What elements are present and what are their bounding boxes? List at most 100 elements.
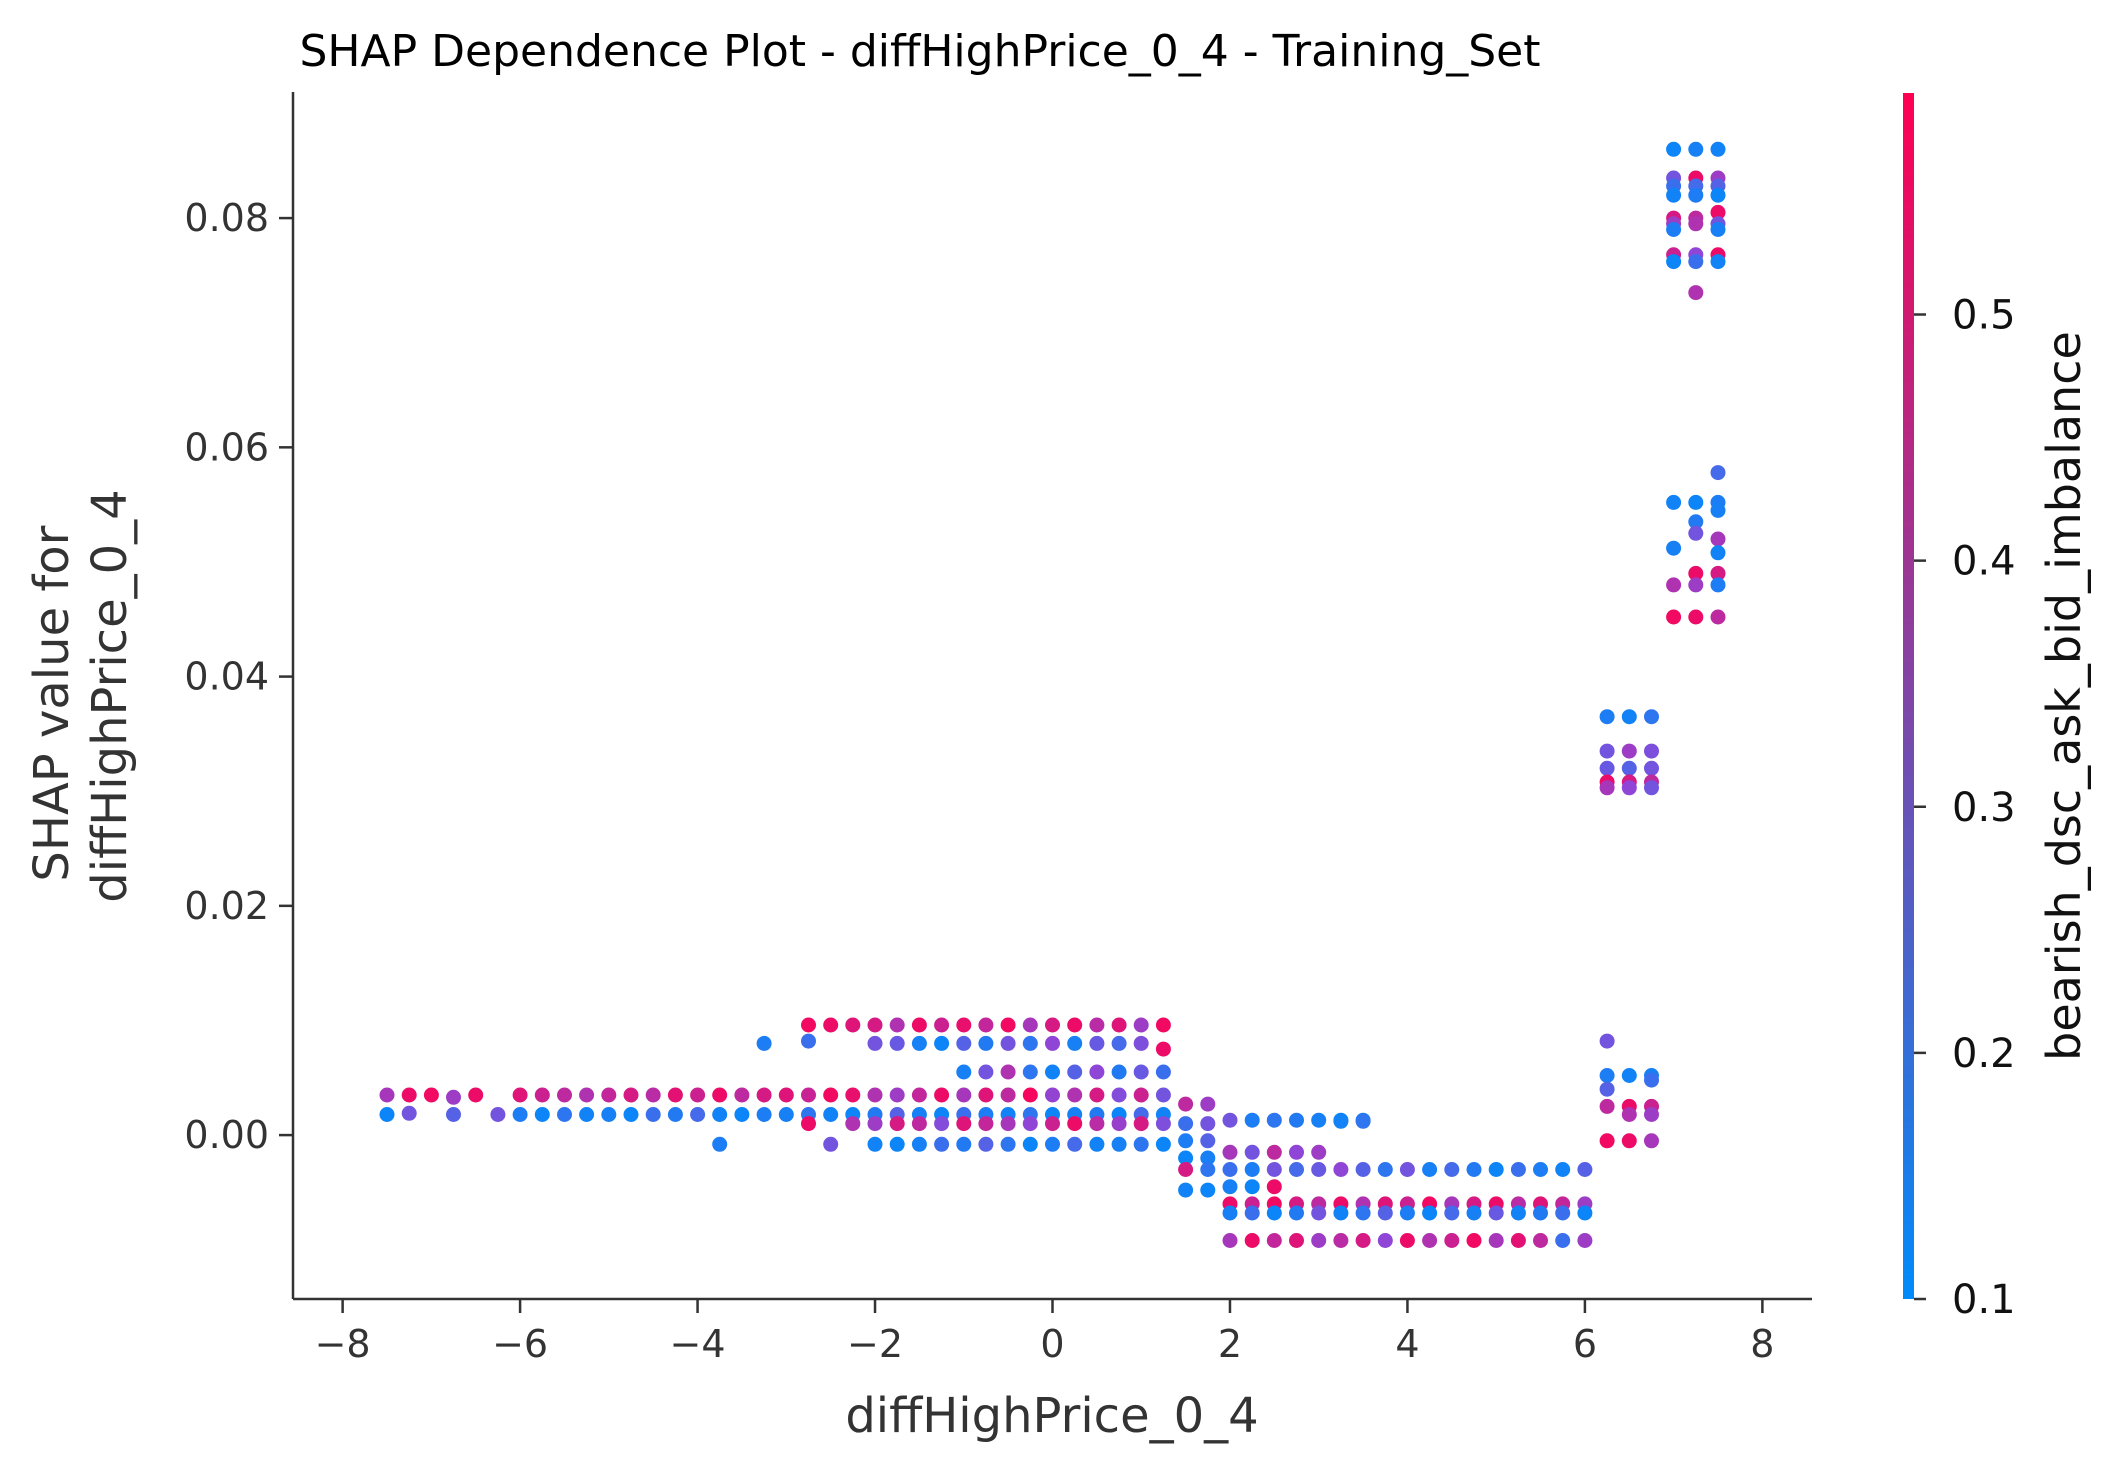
scatter-point [1311,1233,1327,1248]
scatter-point [1311,1112,1327,1128]
scatter-point [956,1017,972,1033]
scatter-point [867,1116,883,1132]
scatter-point [712,1136,728,1152]
scatter-point [623,1107,639,1122]
scatter-point [1577,1162,1593,1177]
scatter-point [1710,204,1726,220]
scatter-point [1533,1205,1548,1221]
scatter-point [1133,1116,1149,1132]
scatter-point [1599,709,1615,725]
x-tick-label: 8 [1750,1322,1774,1366]
scatter-point [801,1017,816,1033]
scatter-point [889,1087,905,1103]
scatter-point [1666,577,1682,593]
x-tick-label: −6 [492,1322,548,1366]
scatter-point [1200,1150,1216,1166]
scatter-point [1644,760,1659,776]
x-axis-label: diffHighPrice_0_4 [845,1388,1258,1444]
scatter-point [468,1087,484,1103]
scatter-point [1621,1068,1637,1083]
scatter-point [1377,1205,1393,1221]
scatter-point [934,1116,950,1132]
scatter-point [1222,1112,1238,1128]
x-tick-label: −8 [315,1322,371,1366]
scatter-point [1666,187,1682,203]
svg-text:SHAP value for diffHighP: SHAP value for diffHighPrice_0_4 [24,489,138,902]
scatter-point [867,1087,883,1103]
scatter-point [1333,1233,1349,1248]
scatter-point [1111,1064,1127,1080]
scatter-point [1000,1087,1016,1103]
scatter-point [734,1087,750,1103]
scatter-point [1155,1017,1171,1033]
scatter-point [1067,1035,1083,1051]
scatter-point [1710,565,1726,581]
scatter-point [1710,222,1726,237]
scatter-point [1266,1112,1282,1128]
scatter-point [1666,540,1682,556]
scatter-point [1266,1144,1282,1160]
scatter-point [956,1116,972,1132]
scatter-point [934,1017,950,1033]
scatter-point [1111,1087,1127,1103]
scatter-point [1422,1205,1438,1221]
scatter-point [1089,1087,1105,1103]
scatter-point [645,1087,661,1103]
scatter-point [579,1087,595,1103]
scatter-point [1244,1233,1260,1248]
scatter-point [734,1107,750,1122]
y-tick-label: 0.04 [184,655,269,699]
scatter-point [1178,1096,1194,1112]
scatter-point [1111,1035,1127,1051]
scatter-point [1311,1205,1327,1221]
scatter-point [1333,1205,1349,1221]
scatter-point [1555,1162,1571,1177]
scatter-point [1488,1162,1504,1177]
scatter-point [1599,1068,1615,1083]
scatter-point [1000,1116,1016,1132]
colorbar-tick-label: 0.1 [1952,1277,2016,1323]
scatter-point [1222,1144,1238,1160]
scatter-point [1045,1064,1060,1080]
scatter-point [1599,780,1615,796]
scatter-point [1599,760,1615,776]
scatter-point [1355,1162,1371,1177]
scatter-point [1533,1162,1548,1177]
scatter-point [845,1017,861,1033]
scatter-point [423,1087,439,1103]
scatter-point [1022,1035,1038,1051]
scatter-point [1555,1233,1571,1248]
scatter-point [1444,1162,1460,1177]
scatter-point [1644,743,1659,759]
scatter-point [379,1087,395,1103]
scatter-point [1000,1035,1016,1051]
scatter-point [1244,1205,1260,1221]
scatter-point [512,1107,528,1122]
scatter-point [1644,780,1659,796]
scatter-point [1244,1162,1260,1177]
scatter-point [1710,531,1726,547]
scatter-point [956,1136,972,1152]
scatter-point [1200,1116,1216,1132]
y-tick-label: 0.08 [184,196,269,240]
scatter-point [623,1087,639,1103]
scatter-point [712,1107,728,1122]
scatter-point [778,1107,794,1122]
scatter-point [1688,494,1704,510]
scatter-point [956,1087,972,1103]
colorbar-label: bearish_dsc_ask_bid_imbalance [2037,331,2091,1061]
x-tick-label: 4 [1395,1322,1419,1366]
scatter-point [1599,1098,1615,1114]
scatter-point [1000,1017,1016,1033]
scatter-point [1666,222,1682,237]
scatter-point [1710,254,1726,270]
scatter-point [667,1107,683,1122]
scatter-point [1599,1133,1615,1149]
scatter-point [823,1107,839,1122]
scatter-point [1067,1017,1083,1033]
scatter-point [1178,1150,1194,1166]
scatter-point [1200,1096,1216,1112]
scatter-point [867,1035,883,1051]
scatter-point [956,1064,972,1080]
